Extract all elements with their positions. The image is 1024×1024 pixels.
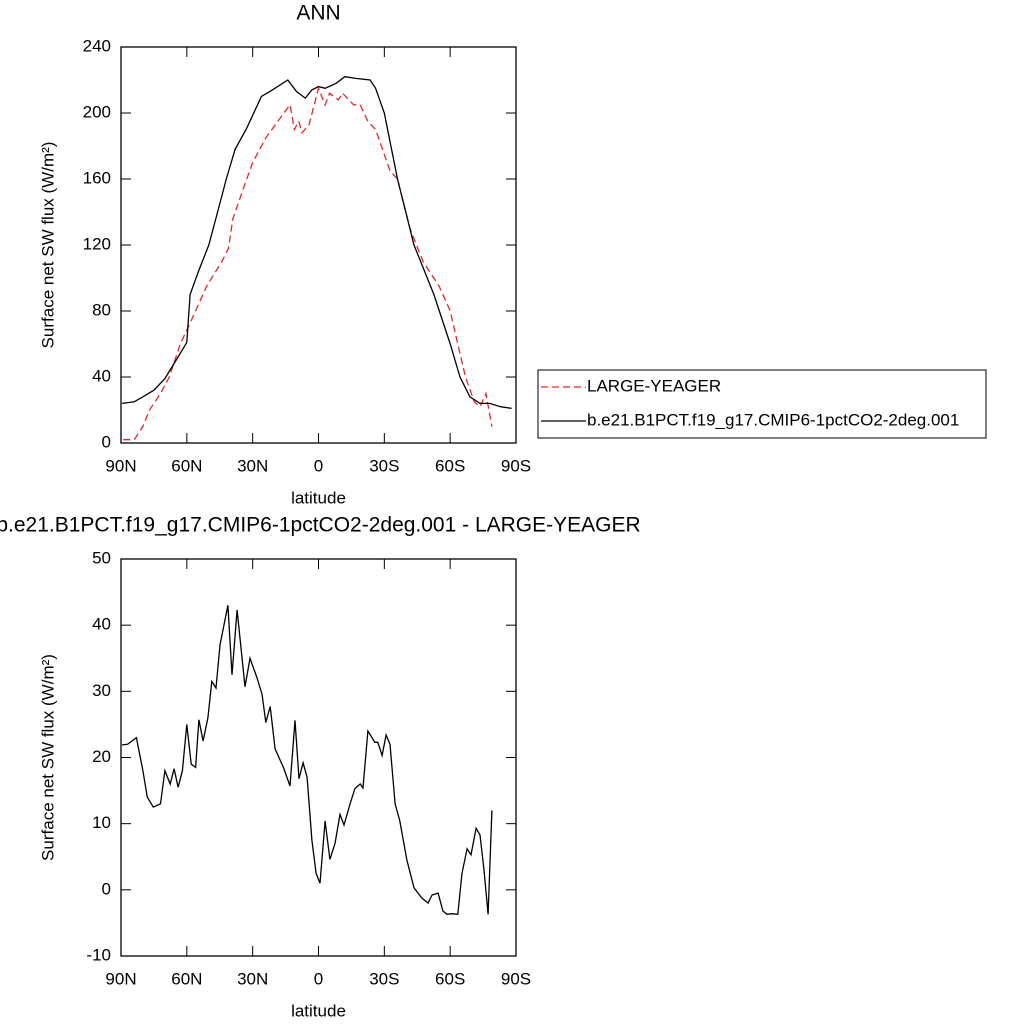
x-tick-label: 30N <box>237 969 268 988</box>
data-line <box>122 605 493 916</box>
x-tick-label: 90S <box>501 969 531 988</box>
y-tick-label: 50 <box>92 548 111 567</box>
data-line <box>123 86 493 441</box>
y-tick-label: 0 <box>102 879 111 898</box>
y-tick-label: 40 <box>92 615 111 634</box>
y-tick-label: 80 <box>92 300 111 319</box>
y-axis-label: Surface net SW flux (W/m²) <box>38 142 57 349</box>
y-tick-label: 200 <box>83 102 111 121</box>
plot-frame <box>120 558 517 957</box>
y-tick-label: 120 <box>83 234 111 253</box>
y-axis-label: Surface net SW flux (W/m²) <box>38 654 57 861</box>
x-tick-label: 60S <box>435 969 465 988</box>
x-axis-label: latitude <box>291 1001 346 1020</box>
y-tick-label: 20 <box>92 747 111 766</box>
x-tick-label: 0 <box>314 456 323 475</box>
y-tick-label: 0 <box>102 432 111 451</box>
x-tick-label: 60N <box>171 969 202 988</box>
x-tick-label: 0 <box>314 969 323 988</box>
x-tick-label: 60N <box>171 456 202 475</box>
x-tick-label: 90N <box>105 456 136 475</box>
y-tick-label: 160 <box>83 168 111 187</box>
y-tick-label: -10 <box>86 945 111 964</box>
x-tick-label: 90S <box>501 456 531 475</box>
plot-frame <box>120 46 517 444</box>
x-tick-label: 30N <box>237 456 268 475</box>
data-line <box>122 76 512 410</box>
y-tick-label: 10 <box>92 813 111 832</box>
legend-label: b.e21.B1PCT.f19_g17.CMIP6-1pctCO2-2deg.0… <box>587 410 959 429</box>
chart-title: ANN <box>296 2 340 25</box>
legend-label: LARGE-YEAGER <box>587 376 721 395</box>
y-tick-label: 40 <box>92 366 111 385</box>
x-tick-label: 90N <box>105 969 136 988</box>
x-tick-label: 60S <box>435 456 465 475</box>
x-tick-label: 30S <box>369 969 399 988</box>
y-tick-label: 240 <box>83 36 111 55</box>
legend-box <box>537 369 987 439</box>
x-tick-label: 30S <box>369 456 399 475</box>
y-tick-label: 30 <box>92 681 111 700</box>
chart-title: b.e21.B1PCT.f19_g17.CMIP6-1pctCO2-2deg.0… <box>0 514 641 537</box>
x-axis-label: latitude <box>291 488 346 507</box>
